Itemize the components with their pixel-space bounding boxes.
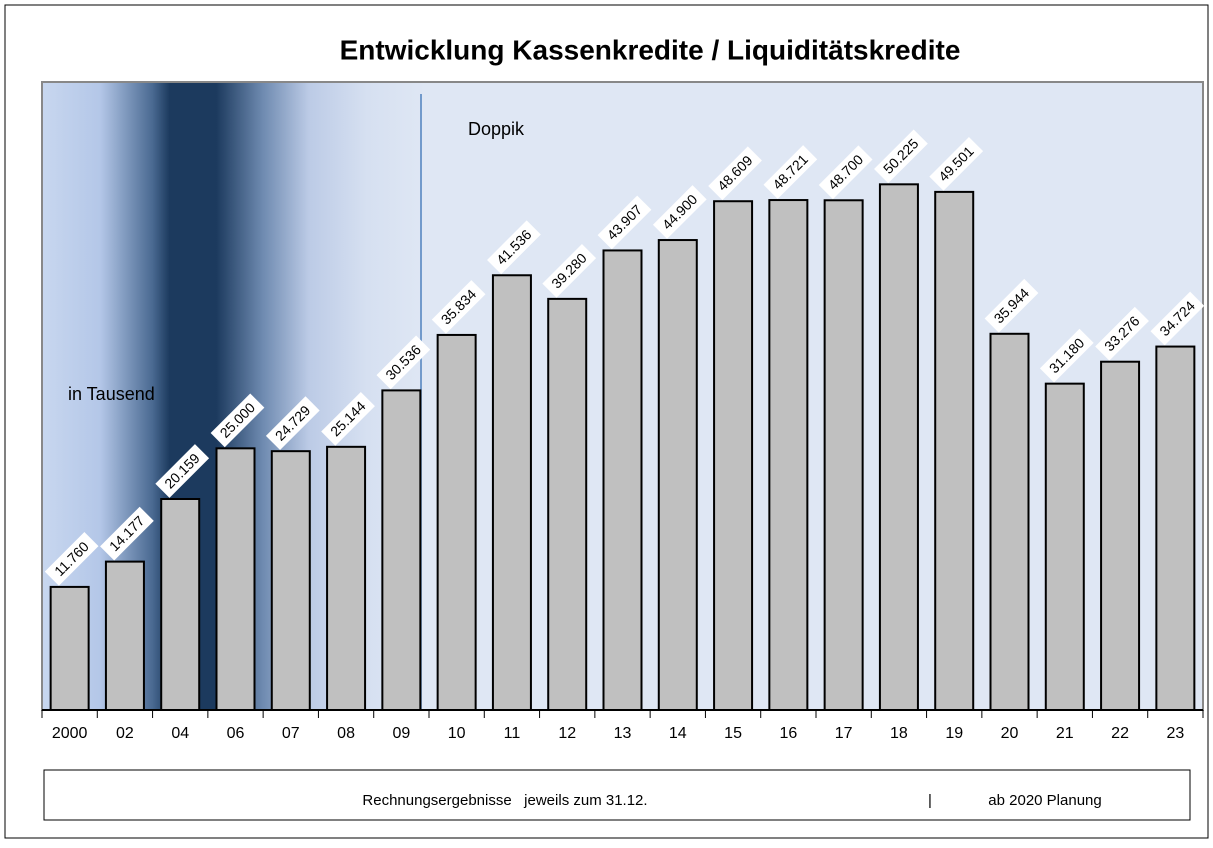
outer-border [4,4,1209,839]
value-label-bg [763,145,818,199]
bar [713,200,754,711]
x-tick-label: 22 [1111,725,1129,742]
value-label-bg [984,278,1039,333]
x-tick-label: 07 [282,725,300,742]
bar [823,199,864,711]
x-tick-label: 2000 [52,725,88,742]
footer-separator: | [928,792,932,809]
value-label-bg [542,243,597,298]
value-label-bg [265,396,320,451]
value-label-bg [708,146,762,201]
value-label-bg [874,129,928,184]
value-label-bg [210,393,265,448]
footer-text: Rechnungsergebnisse jeweils zum 31.12. [362,792,647,809]
bar [1155,345,1196,711]
value-label: 11.760 [44,532,99,586]
value-label-bg [1039,328,1094,383]
bar [1100,360,1141,711]
value-label-bg [431,280,486,334]
bar [657,239,698,711]
value-label-bg [100,506,154,561]
bar [934,190,975,711]
x-tick-label: 21 [1056,725,1074,742]
value-label-bg [1150,291,1205,346]
x-tick-label: 14 [669,725,687,742]
value-label-bg [376,335,431,390]
bar [49,585,90,711]
value-label-bg [818,145,873,200]
value-label-bg [44,532,99,586]
value-label-bg [321,391,375,446]
x-tick-label: 12 [558,725,576,742]
x-tick-label: 08 [337,725,355,742]
bar [270,450,311,711]
x-tick-label: 20 [1001,725,1019,742]
x-tick-label: 04 [171,725,189,742]
bar [989,332,1030,711]
x-tick-label: 18 [890,725,908,742]
bar [104,560,145,712]
annotation: Doppik [468,119,525,139]
bar [768,199,809,711]
bar [215,447,256,711]
x-tick-label: 11 [504,725,521,742]
chart-title: Entwicklung Kassenkredite / Liquiditätsk… [340,34,961,65]
bar [602,249,643,711]
bar [1044,382,1085,711]
value-label-bg [597,195,652,250]
x-tick-label: 02 [116,725,134,742]
bar [326,445,367,711]
x-tick-label: 15 [724,725,742,742]
x-tick-label: 13 [614,725,632,742]
x-tick-label: 16 [779,725,797,742]
x-tick-label: 19 [945,725,963,742]
x-tick-label: 23 [1166,725,1184,742]
bar [436,333,477,711]
x-tick-label: 09 [392,725,410,742]
value-label-bg [155,444,210,498]
bar [381,389,422,711]
value-label-bg [929,137,984,191]
bar [491,274,532,711]
x-tick-label: 17 [835,725,853,742]
bar [160,498,201,711]
x-tick-label: 06 [227,725,245,742]
value-label-bg [487,220,541,275]
bars [41,183,1204,718]
value-label-bg [652,185,707,239]
x-tick-label: 10 [448,725,466,742]
footer-box [43,769,1191,821]
footer-text: ab 2020 Planung [988,792,1101,809]
annotation: in Tausend [68,384,155,404]
value-label-bg [1095,306,1149,361]
bar [547,297,588,711]
bar [878,183,919,712]
